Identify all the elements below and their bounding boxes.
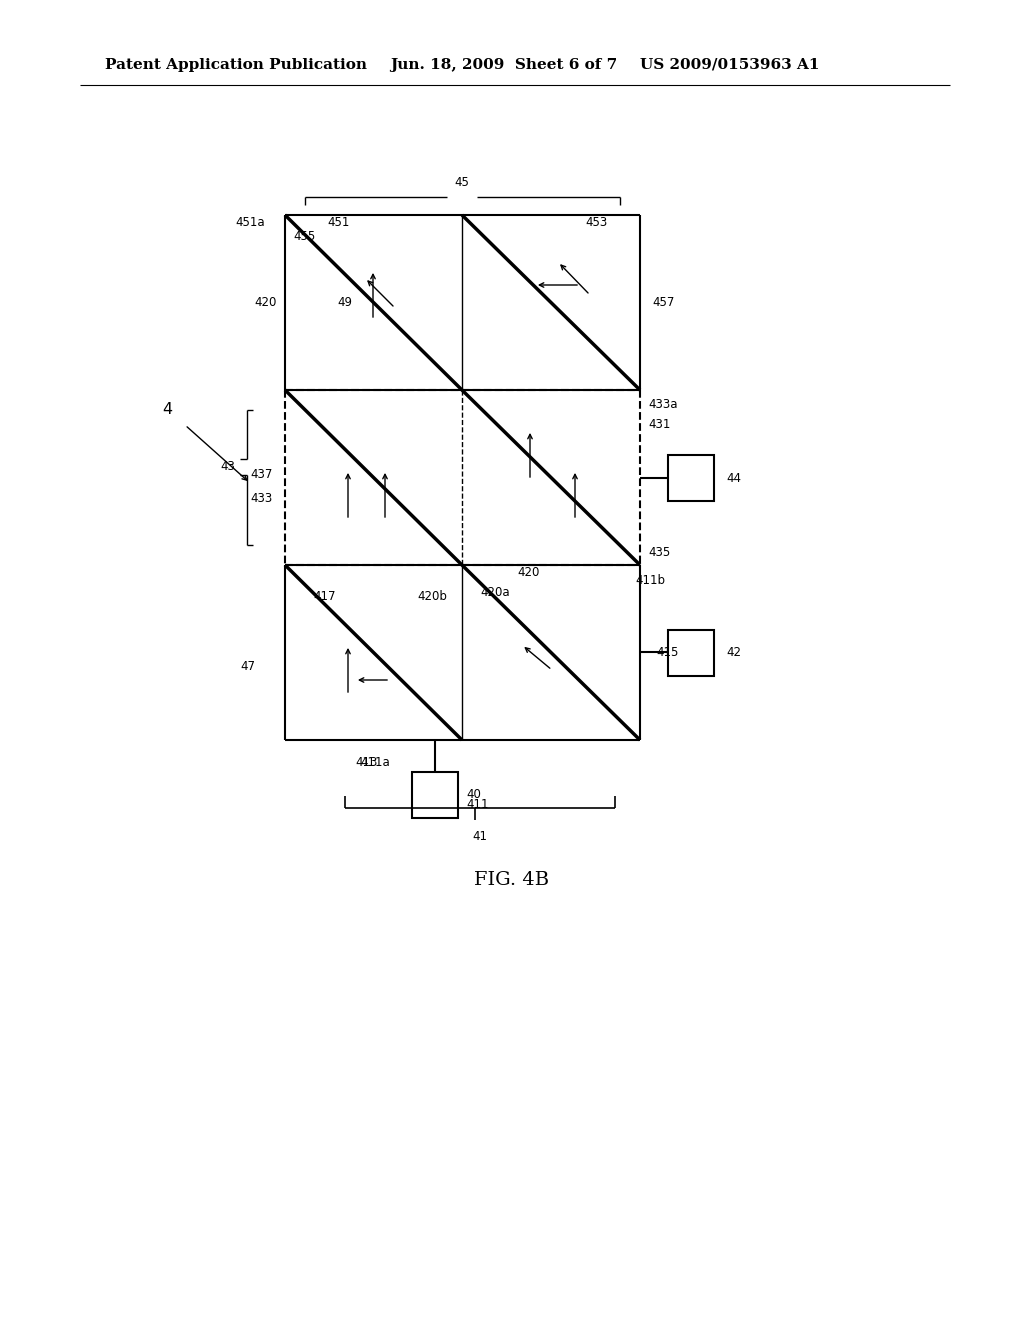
- Text: 43: 43: [220, 461, 234, 474]
- Text: 411: 411: [466, 797, 488, 810]
- Text: 47: 47: [240, 660, 255, 673]
- Bar: [668, 630, 714, 676]
- Text: 415: 415: [656, 647, 678, 660]
- Text: 411b: 411b: [635, 573, 665, 586]
- Text: 417: 417: [313, 590, 336, 603]
- Text: 437: 437: [251, 469, 273, 482]
- Text: 40: 40: [466, 788, 481, 801]
- Text: 4: 4: [162, 403, 172, 417]
- Text: Patent Application Publication: Patent Application Publication: [105, 58, 367, 73]
- Text: Jun. 18, 2009  Sheet 6 of 7: Jun. 18, 2009 Sheet 6 of 7: [390, 58, 617, 73]
- Text: 435: 435: [648, 546, 671, 560]
- Text: 451: 451: [327, 216, 349, 230]
- Text: 433: 433: [251, 491, 273, 504]
- Text: 42: 42: [726, 647, 741, 660]
- Text: 413: 413: [355, 755, 378, 768]
- Text: FIG. 4B: FIG. 4B: [474, 871, 550, 888]
- Text: 420: 420: [517, 566, 540, 579]
- Text: 453: 453: [585, 216, 607, 230]
- Text: 420a: 420a: [480, 586, 510, 599]
- Text: 433a: 433a: [648, 399, 678, 412]
- Text: 451a: 451a: [236, 216, 265, 230]
- Text: 457: 457: [652, 297, 675, 309]
- Text: 411a: 411a: [360, 755, 390, 768]
- Text: 455: 455: [293, 231, 315, 243]
- Text: US 2009/0153963 A1: US 2009/0153963 A1: [640, 58, 819, 73]
- Text: 420b: 420b: [417, 590, 447, 603]
- Text: 49: 49: [337, 296, 352, 309]
- Text: 44: 44: [726, 471, 741, 484]
- Text: 41: 41: [472, 829, 487, 842]
- Bar: [668, 455, 714, 502]
- Bar: [412, 772, 458, 818]
- Text: 431: 431: [648, 418, 671, 432]
- Text: 45: 45: [455, 177, 469, 190]
- Text: 420: 420: [255, 297, 278, 309]
